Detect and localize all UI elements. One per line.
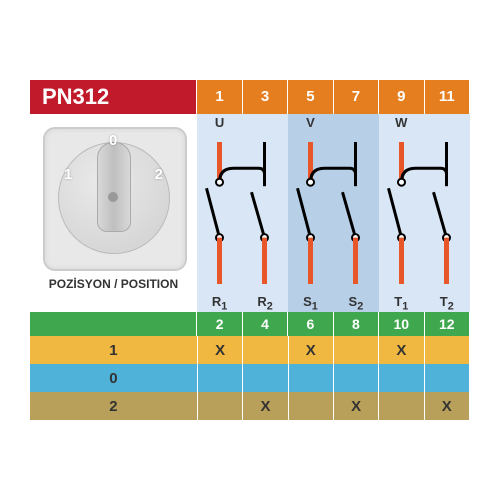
pos-2-col-4 bbox=[379, 392, 424, 420]
terminal-bottom-1: R2 bbox=[242, 294, 287, 313]
pos-1-col-0: X bbox=[197, 336, 242, 364]
product-code-cell: PN312 bbox=[30, 80, 197, 114]
terminal-bottom-5: T2 bbox=[424, 294, 470, 313]
pos-1-col-4: X bbox=[379, 336, 424, 364]
pos-2-col-5: X bbox=[424, 392, 469, 420]
header-num-11: 11 bbox=[424, 80, 470, 114]
header-num-9: 9 bbox=[379, 80, 424, 114]
pos-1-col-2: X bbox=[288, 336, 333, 364]
terminal-top-3 bbox=[333, 114, 378, 132]
pos-1-col-1 bbox=[243, 336, 288, 364]
contact-pair-2 bbox=[379, 132, 470, 294]
pos-0-col-5 bbox=[424, 364, 469, 392]
bottom-num-2: 2 bbox=[197, 312, 242, 336]
terminal-bottom-4: T1 bbox=[379, 294, 424, 313]
contact-symbol-2 bbox=[379, 136, 469, 290]
knob-label-1: 1 bbox=[64, 166, 72, 183]
pos-1-col-5 bbox=[424, 336, 469, 364]
header-num-3: 3 bbox=[242, 80, 287, 114]
bottom-numbers-row: 24681012 bbox=[30, 312, 470, 336]
pos-0-col-0 bbox=[197, 364, 242, 392]
position-label-2: 2 bbox=[30, 392, 197, 420]
contact-pair-1 bbox=[288, 132, 379, 294]
terminal-top-row: 1 0 2 POZİSYON / POSITION UVW bbox=[30, 114, 470, 132]
bottom-num-6: 6 bbox=[288, 312, 333, 336]
knob-label-2: 2 bbox=[155, 166, 163, 183]
bottom-num-12: 12 bbox=[424, 312, 470, 336]
terminal-bottom-3: S2 bbox=[333, 294, 378, 313]
bottom-num-4: 4 bbox=[242, 312, 287, 336]
position-label-1: 1 bbox=[30, 336, 197, 364]
pos-2-col-3: X bbox=[333, 392, 378, 420]
pos-0-col-1 bbox=[243, 364, 288, 392]
position-row-1: 1XXX bbox=[30, 336, 470, 364]
header-num-7: 7 bbox=[333, 80, 378, 114]
rotary-switch-knob: 1 0 2 bbox=[36, 120, 191, 275]
switch-diagram-table: PN312 1357911 1 0 2 POZİSYON / POSITION bbox=[30, 80, 470, 337]
contact-symbol-0 bbox=[197, 136, 287, 290]
position-table: 1XXX02XXX bbox=[30, 336, 470, 420]
pos-1-col-3 bbox=[333, 336, 378, 364]
knob-cell: 1 0 2 POZİSYON / POSITION bbox=[30, 114, 197, 313]
contact-pair-0 bbox=[197, 132, 288, 294]
pos-2-col-0 bbox=[197, 392, 242, 420]
terminal-top-0: U bbox=[197, 114, 242, 132]
terminal-top-4: W bbox=[379, 114, 424, 132]
pos-0-col-3 bbox=[333, 364, 378, 392]
terminal-top-2: V bbox=[288, 114, 333, 132]
header-row: PN312 1357911 bbox=[30, 80, 470, 114]
header-num-5: 5 bbox=[288, 80, 333, 114]
bottom-num-10: 10 bbox=[379, 312, 424, 336]
bottom-num-8: 8 bbox=[333, 312, 378, 336]
contact-symbol-1 bbox=[288, 136, 378, 290]
terminal-top-5 bbox=[424, 114, 470, 132]
position-row-2: 2 X X X bbox=[30, 392, 470, 420]
position-label: POZİSYON / POSITION bbox=[30, 277, 197, 291]
terminal-top-1 bbox=[242, 114, 287, 132]
pos-0-col-4 bbox=[379, 364, 424, 392]
terminal-bottom-0: R1 bbox=[197, 294, 242, 313]
header-num-1: 1 bbox=[197, 80, 242, 114]
terminal-bottom-2: S1 bbox=[288, 294, 333, 313]
position-row-0: 0 bbox=[30, 364, 470, 392]
knob-label-0: 0 bbox=[109, 132, 117, 149]
pos-0-col-2 bbox=[288, 364, 333, 392]
pos-2-col-2 bbox=[288, 392, 333, 420]
pos-2-col-1: X bbox=[243, 392, 288, 420]
position-label-0: 0 bbox=[30, 364, 197, 392]
bottom-numbers-spacer bbox=[30, 312, 197, 336]
